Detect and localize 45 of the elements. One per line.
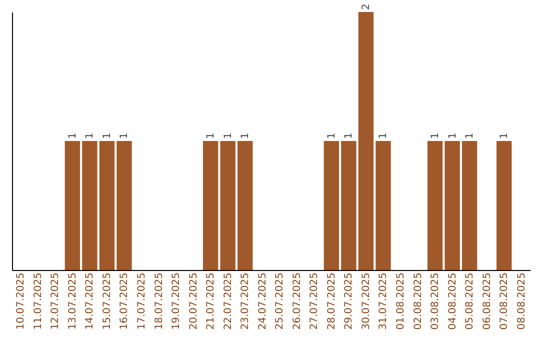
x-tick-label: 22.07.2025 [222, 272, 234, 330]
x-tick-label: 16.07.2025 [119, 272, 130, 330]
x-tick-label: 04.08.2025 [447, 272, 458, 330]
x-tick-label: 21.07.2025 [206, 272, 217, 330]
x-tick-label: 23.07.2025 [240, 272, 252, 330]
x-tick-label: 01.08.2025 [396, 272, 406, 330]
data-label: 1 [430, 132, 442, 139]
x-tick-label: 18.07.2025 [154, 272, 165, 330]
x-tick-label: 25.07.2025 [274, 272, 286, 330]
x-tick-label: 28.07.2025 [326, 272, 338, 330]
x-tick-label: 19.07.2025 [171, 272, 182, 330]
x-tick-label: 14.07.2025 [84, 272, 96, 330]
x-tick-label: 24.07.2025 [257, 272, 268, 330]
x-tick-label: 27.07.2025 [309, 272, 320, 330]
data-label: 1 [67, 132, 78, 139]
data-label: 1 [102, 132, 113, 139]
data-label: 1 [84, 132, 96, 139]
data-label: 1 [206, 132, 217, 139]
data-label: 2 [360, 4, 372, 10]
x-tick-label: 31.07.2025 [378, 272, 390, 330]
x-tick-label: 20.07.2025 [188, 272, 200, 330]
data-label: 1 [499, 132, 510, 139]
x-tick-label: 29.07.2025 [344, 272, 355, 330]
data-label: 1 [326, 132, 338, 139]
x-tick-label: 17.07.2025 [136, 272, 148, 330]
x-tick-label: 06.08.2025 [482, 272, 493, 330]
data-label: 1 [222, 132, 234, 139]
x-tick-label: 13.07.2025 [67, 272, 78, 330]
data-label: 1 [447, 132, 458, 139]
x-tick-label: 08.08.2025 [516, 272, 528, 330]
x-tick-label: 05.08.2025 [464, 272, 476, 330]
x-tick-label: 30.07.2025 [360, 272, 372, 330]
x-tick-label: 03.08.2025 [430, 272, 442, 330]
data-label: 1 [119, 132, 130, 139]
x-tick-label: 10.07.2025 [16, 272, 27, 330]
data-label: 1 [240, 132, 252, 139]
data-label: 1 [378, 132, 390, 139]
x-tick-label: 12.07.2025 [50, 272, 62, 330]
data-label: 1 [344, 132, 355, 139]
x-tick-label: 11.07.2025 [32, 272, 44, 330]
x-tick-label: 15.07.2025 [102, 272, 113, 330]
x-tick-label: 26.07.2025 [292, 272, 303, 330]
data-label: 1 [464, 132, 476, 139]
x-tick-label: 07.08.2025 [499, 272, 510, 330]
x-tick-label: 02.08.2025 [412, 272, 424, 330]
